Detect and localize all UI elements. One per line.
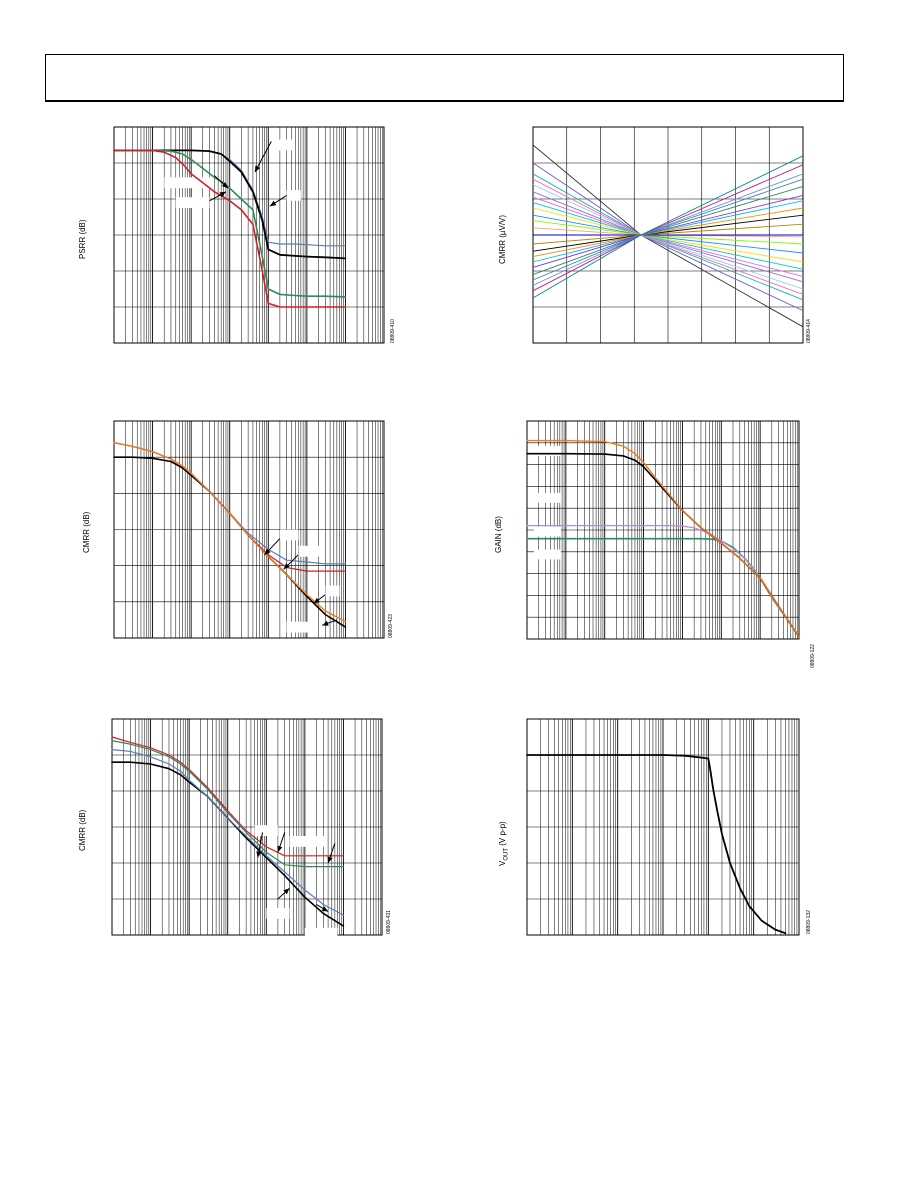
annotation-arrow-head	[313, 597, 320, 604]
y-axis-label-vout: VOUT (V p-p)	[498, 821, 510, 866]
series-line-0	[526, 754, 787, 935]
label-box-3	[304, 927, 338, 939]
label-box-0	[271, 139, 293, 151]
series-line-1	[113, 149, 347, 260]
label-box-1	[289, 836, 326, 847]
plot-area-cmrr-input	[532, 126, 804, 344]
annotation-arrow-1	[277, 832, 286, 853]
annotation-arrow-head	[264, 548, 271, 555]
series-line-3	[113, 149, 347, 308]
annotation-arrow-0	[264, 538, 281, 556]
annotation-arrow-1	[283, 554, 299, 570]
series-line-2	[113, 149, 347, 298]
plot-frame	[526, 718, 800, 936]
label-box-0	[279, 529, 299, 541]
annotation-arrow-head	[322, 620, 329, 626]
y-axis-label-vout-rest: (V p-p)	[498, 821, 507, 848]
label-box-3	[533, 549, 562, 560]
label-box-1	[298, 545, 323, 557]
label-box-2	[325, 585, 340, 597]
series-line-3	[111, 736, 344, 857]
label-box-2	[175, 197, 210, 208]
label-box-1	[164, 177, 211, 189]
annotation-arrow-2	[209, 191, 227, 202]
figure-code-vout: 08809-132	[806, 910, 812, 934]
annotation-arrow-head	[327, 856, 333, 863]
annotation-arrow-2	[327, 843, 336, 864]
annotation-arrow-head	[283, 888, 290, 895]
annotation-arrow-head	[219, 191, 226, 197]
plot-area-vout	[526, 718, 800, 936]
label-box-1	[533, 492, 562, 503]
annotation-arrow-head	[256, 851, 262, 858]
series-line-3	[113, 442, 347, 623]
series-line-3	[526, 439, 800, 638]
plot-frame	[111, 718, 383, 936]
annotation-arrow-1	[214, 175, 229, 189]
series-line-2	[111, 739, 344, 868]
annotation-arrow-head	[221, 182, 228, 189]
label-box-3	[286, 621, 312, 633]
label-box-0	[533, 446, 562, 456]
y-axis-label-vout-main: V	[498, 860, 507, 866]
y-axis-label-vout-sub: OUT	[503, 847, 510, 861]
plot-area-gain	[526, 420, 800, 640]
annotation-arrow-head	[283, 563, 290, 570]
series-line-1	[111, 748, 344, 916]
annotation-arrow-0	[256, 832, 264, 858]
plot-frame	[113, 126, 385, 344]
annotation-arrow-head	[321, 906, 329, 912]
plot-area-cmrr-1	[113, 420, 385, 639]
label-box-3	[286, 190, 301, 201]
annotation-arrow-head	[254, 165, 261, 172]
plot-area-cmrr-2	[111, 718, 383, 939]
label-box-2	[266, 908, 290, 919]
annotation-arrow-2	[313, 594, 326, 605]
plot-frame	[526, 420, 800, 640]
annotation-arrow-0	[254, 141, 272, 173]
plot-area-psrr	[113, 126, 385, 344]
annotation-arrow-3	[269, 194, 287, 207]
page-header-box	[45, 54, 844, 102]
annotation-arrow-3	[322, 619, 338, 626]
annotation-arrow-3	[277, 887, 290, 900]
label-box-2	[533, 526, 562, 537]
plot-frame	[113, 420, 385, 639]
label-box-0	[254, 825, 278, 836]
series-line-22	[532, 155, 804, 299]
annotation-arrow-head	[277, 845, 283, 853]
annotation-arrow-4	[316, 903, 329, 913]
annotation-arrow-head	[269, 200, 277, 207]
